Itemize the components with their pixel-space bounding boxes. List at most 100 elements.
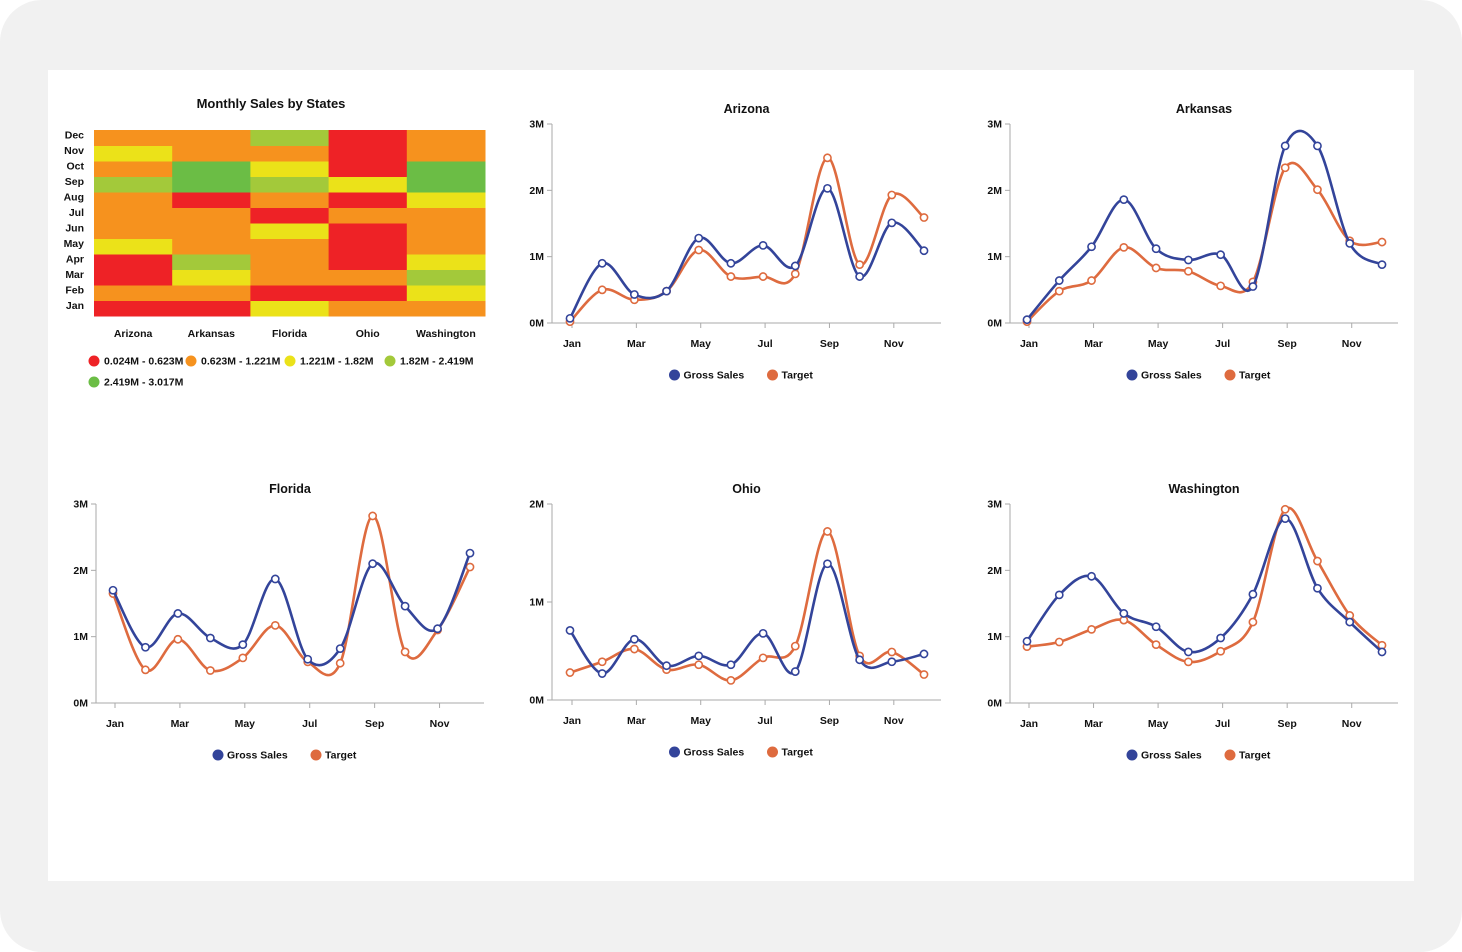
data-point (1022, 636, 1032, 646)
heatmap-cell (172, 130, 251, 146)
heatmap-cell (328, 285, 408, 301)
heatmap-cell (328, 254, 408, 270)
data-point (238, 640, 248, 650)
x-tick-label: Sep (1278, 718, 1297, 730)
heatmap-legend-swatch (185, 355, 197, 367)
data-point (335, 644, 345, 654)
x-tick-label: Nov (430, 718, 450, 730)
series-line (1025, 506, 1384, 664)
legend-swatch-gross-sales (1126, 749, 1138, 761)
data-point (726, 660, 736, 670)
x-tick-label: Jul (1215, 718, 1230, 730)
legend-item-gross-sales: Gross Sales (669, 369, 744, 382)
data-point (400, 601, 410, 611)
heatmap-cell (406, 285, 486, 301)
legend-label-target: Target (782, 747, 814, 759)
legend-swatch-gross-sales (1126, 369, 1138, 381)
legend-label-target: Target (325, 750, 357, 762)
data-point (629, 644, 639, 654)
x-tick-label: Jan (563, 715, 581, 727)
gross-sales-series (1022, 129, 1387, 325)
data-point (1054, 637, 1064, 647)
heatmap-cell (94, 161, 173, 177)
heatmap-cell (172, 238, 251, 255)
data-point (565, 626, 575, 635)
x-tick-label: Sep (820, 715, 839, 727)
data-point (1216, 250, 1226, 260)
legend-swatch-target (767, 746, 778, 758)
data-point (790, 667, 800, 676)
heatmap-cell (328, 161, 408, 177)
x-tick-label: Jan (1020, 338, 1038, 350)
heatmap-chart: Monthly Sales by States Jan Feb Mar Apr May Ju… (64, 96, 486, 389)
data-point (1248, 589, 1258, 599)
legend-label-gross-sales: Gross Sales (227, 750, 288, 762)
data-point (662, 661, 671, 671)
heatmap-cell (328, 192, 408, 208)
data-point (597, 669, 607, 678)
data-point (1313, 185, 1322, 195)
heatmap-cell (250, 145, 330, 162)
data-point (1248, 617, 1258, 627)
data-point (303, 654, 313, 664)
heatmap-cell (172, 300, 251, 317)
heatmap-cell (94, 192, 173, 208)
x-tick-label: Mar (1084, 338, 1103, 350)
data-point (1087, 276, 1096, 285)
data-point (1345, 617, 1355, 627)
data-point (368, 511, 378, 521)
data-point (1054, 286, 1064, 296)
heatmap-cell (406, 130, 486, 146)
x-tick-label: Jan (1020, 718, 1038, 730)
x-tick-label: Sep (1278, 338, 1297, 350)
data-point (726, 258, 736, 268)
x-tick-label: Jan (106, 718, 124, 730)
legend-item-gross-sales: Gross Sales (212, 749, 288, 762)
data-point (400, 647, 410, 657)
data-point (823, 183, 832, 193)
heatmap-cell (250, 300, 330, 317)
data-point (694, 245, 704, 255)
data-point (662, 286, 671, 296)
line-chart-arizona: Arizona 0M 1M 2M 3M Jan Mar May Jul Sep Nov Gross S… (529, 102, 941, 382)
target-series (1022, 161, 1387, 327)
heatmap-month-label: May (64, 238, 85, 250)
heatmap-legend-item: 2.419M - 3.017M (88, 376, 184, 389)
y-tick-label: 2M (987, 565, 1002, 577)
heatmap-cell (406, 223, 486, 239)
heatmap-cell (172, 269, 251, 286)
heatmap-cell (328, 300, 408, 317)
data-point (887, 647, 897, 657)
x-tick-label: Nov (884, 715, 904, 727)
data-point (694, 651, 704, 661)
legend-swatch-gross-sales (669, 369, 680, 381)
x-tick-label: Nov (1342, 338, 1362, 350)
x-tick-label: May (1148, 718, 1169, 730)
heatmap-cell (94, 176, 173, 193)
heatmap-cell (406, 161, 486, 177)
heatmap-cell (94, 300, 173, 317)
x-tick-label: Mar (1084, 718, 1103, 730)
heatmap-cell (250, 161, 330, 177)
data-point (919, 649, 929, 659)
heatmap-cell (172, 176, 251, 193)
y-tick-label: 3M (987, 499, 1002, 511)
legend-item-target: Target (1224, 749, 1271, 762)
heatmap-month-label: Feb (65, 284, 84, 296)
target-series (565, 527, 929, 685)
heatmap-cell (250, 207, 330, 224)
y-tick-label: 2M (73, 565, 88, 577)
legend-swatch-target (767, 369, 778, 381)
data-point (790, 641, 800, 651)
data-point (1183, 647, 1193, 657)
data-point (823, 559, 832, 569)
heatmap-cell (250, 192, 330, 208)
series-line (111, 514, 472, 677)
data-point (565, 313, 575, 323)
line-chart-arkansas: Arkansas 0M 1M 2M 3M Jan Mar May Jul Sep Nov Gross … (987, 102, 1398, 382)
data-point (205, 666, 215, 675)
y-tick-label: 1M (529, 597, 544, 609)
heatmap-legend-swatch (384, 355, 396, 367)
chart-title: Washington (1168, 482, 1239, 496)
heatmap-title: Monthly Sales by States (197, 96, 346, 111)
